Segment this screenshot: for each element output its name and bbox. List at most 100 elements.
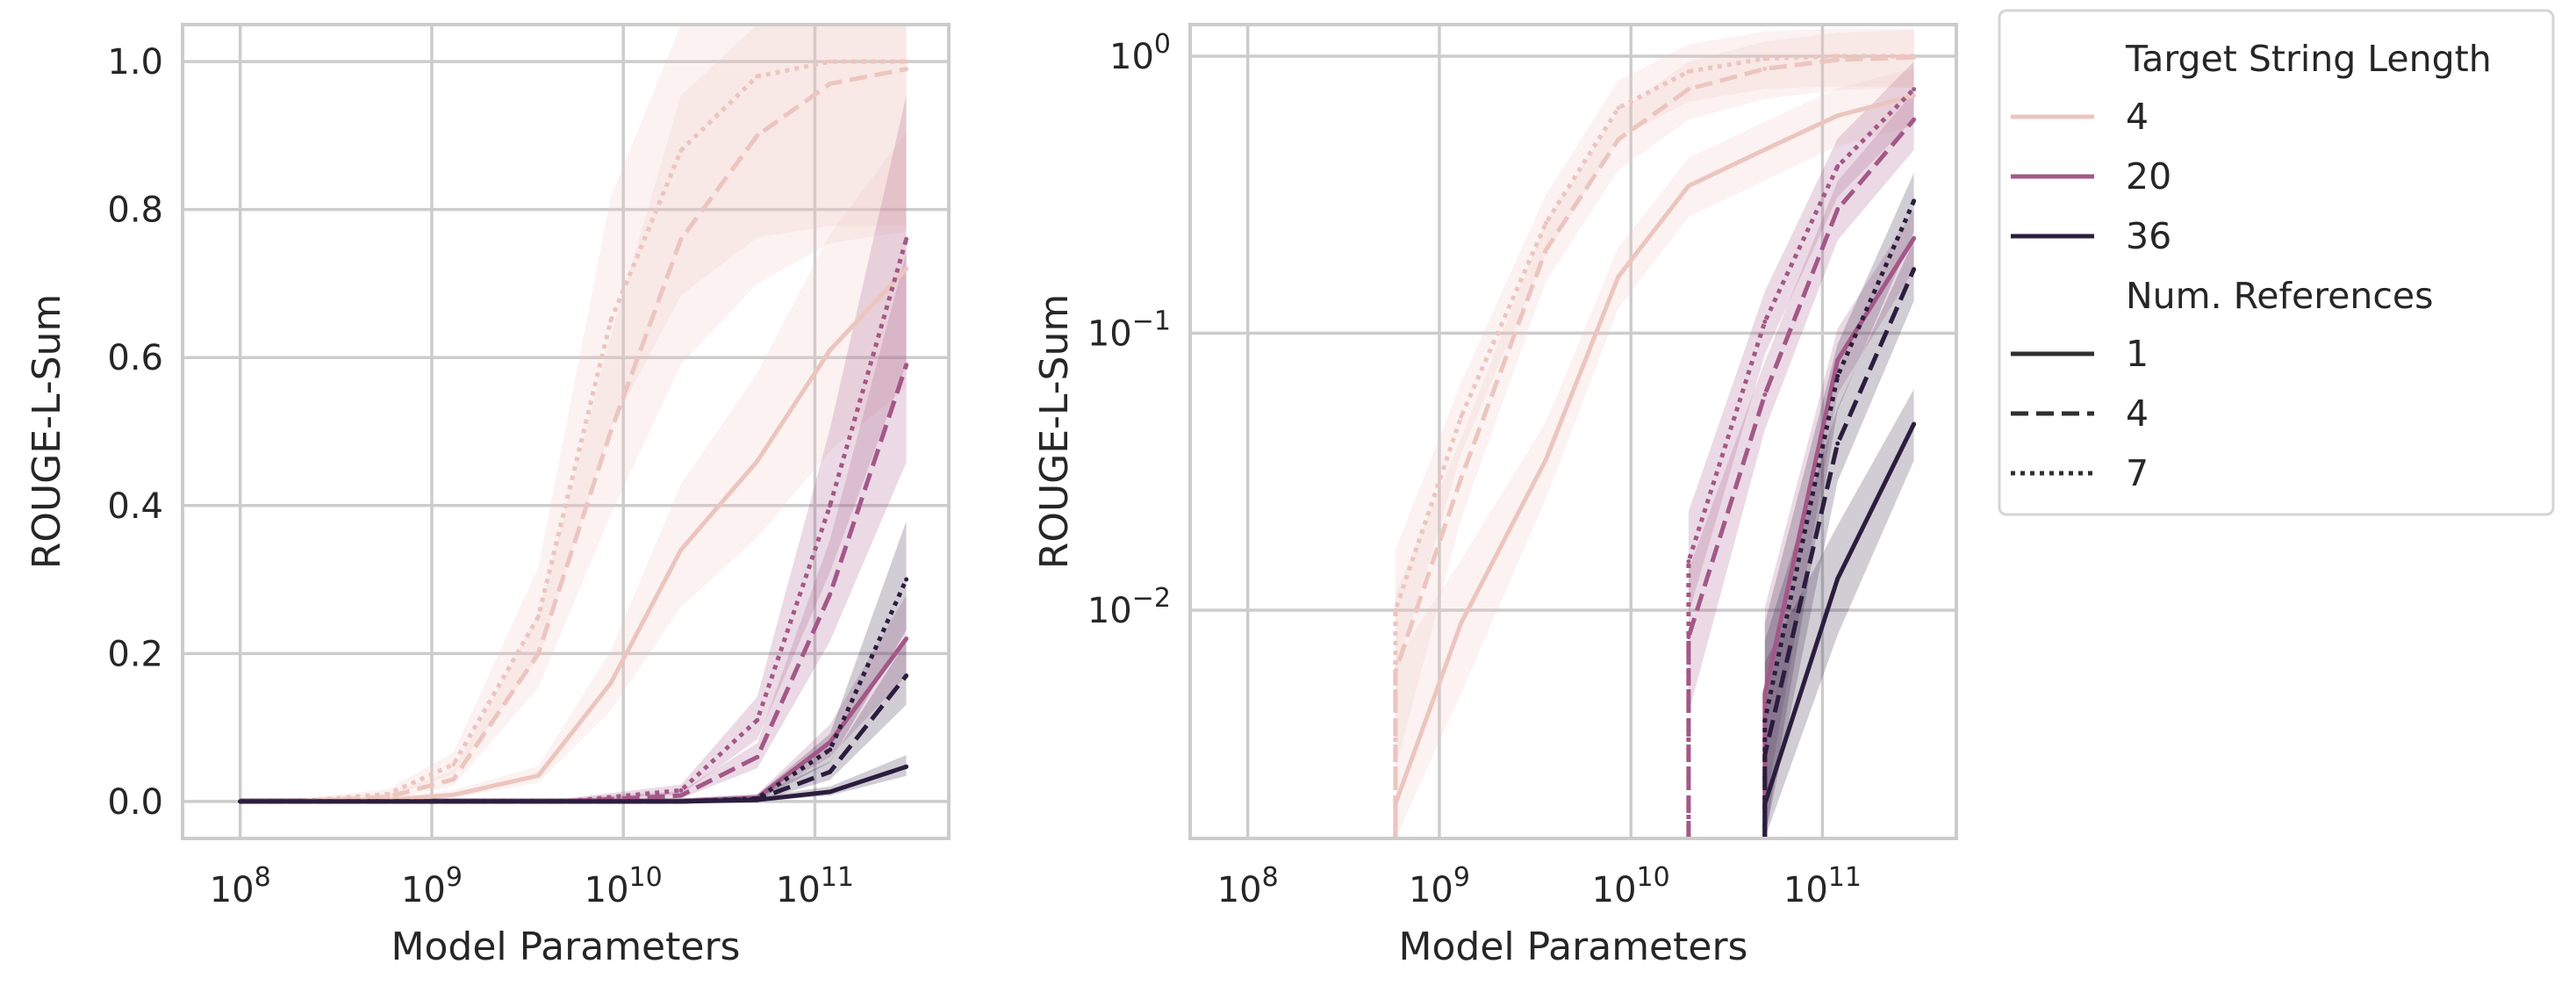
data-point xyxy=(1835,576,1841,581)
data-point xyxy=(451,792,456,797)
legend-label-refs-7: 7 xyxy=(2126,452,2149,494)
data-point xyxy=(1835,441,1841,446)
data-point xyxy=(608,680,614,686)
data-point xyxy=(1912,267,1917,272)
data-point xyxy=(755,74,760,79)
y-tick-label: 0.4 xyxy=(107,486,163,527)
data-point xyxy=(1762,718,1768,723)
x-tick-label: 108 xyxy=(1217,862,1279,910)
data-point xyxy=(1762,691,1768,696)
data-point xyxy=(904,577,909,582)
y-tick-label: 10−2 xyxy=(1087,583,1171,631)
confidence-band-len20-refs1 xyxy=(1764,209,1914,810)
legend-label-refs-1: 1 xyxy=(2126,333,2149,375)
data-point xyxy=(1835,357,1841,363)
legend-hue-title: Target String Length xyxy=(2125,38,2492,80)
data-point xyxy=(678,793,684,798)
data-point xyxy=(828,769,833,774)
x-tick-base: 10 xyxy=(210,870,255,910)
plot-frame xyxy=(181,23,951,840)
y-tick-label: 0.8 xyxy=(107,191,163,231)
confidence-bands xyxy=(1395,28,1914,839)
data-point xyxy=(1543,248,1548,252)
data-point xyxy=(1616,274,1621,279)
data-point xyxy=(535,614,541,619)
confidence-band-len20-refs7 xyxy=(1688,61,1914,615)
data-point xyxy=(828,747,833,752)
data-point xyxy=(608,318,614,323)
data-point xyxy=(1912,93,1917,98)
legend: Target String Length 4 20 36 Num. Refere… xyxy=(1998,9,2555,516)
data-point xyxy=(238,799,243,804)
legend-label-refs-4: 4 xyxy=(2126,392,2149,435)
data-point xyxy=(385,791,391,796)
data-point xyxy=(828,81,833,86)
confidence-band-len4-refs4 xyxy=(240,25,907,802)
data-point xyxy=(678,799,684,804)
data-point xyxy=(1459,414,1464,419)
x-tick-base: 10 xyxy=(1783,870,1828,910)
data-point xyxy=(904,236,909,241)
data-point xyxy=(755,717,760,723)
data-point xyxy=(1686,559,1691,564)
data-point xyxy=(1912,421,1917,427)
data-point xyxy=(1762,392,1768,397)
data-point xyxy=(1835,206,1841,212)
legend-style-title: Num. References xyxy=(2126,275,2433,317)
data-point xyxy=(904,363,909,368)
data-point xyxy=(1762,319,1768,324)
data-point xyxy=(1459,476,1464,480)
y-tick-label: 10−1 xyxy=(1087,306,1171,354)
y-tick-label: 100 xyxy=(1109,29,1171,77)
x-tick-label: 1010 xyxy=(1592,862,1670,910)
x-tick-exponent: 10 xyxy=(629,862,663,893)
data-point xyxy=(755,754,760,759)
data-point xyxy=(608,429,614,434)
y-tick-base: 10 xyxy=(1109,37,1154,77)
x-tick-label: 1011 xyxy=(776,862,854,910)
confidence-band-len4-refs1 xyxy=(1395,68,1914,839)
series-lines xyxy=(238,59,909,804)
data-point xyxy=(678,236,684,241)
x-tick-base: 10 xyxy=(1409,870,1453,910)
x-tick-exponent: 8 xyxy=(1262,862,1279,893)
confidence-band-len4-refs1 xyxy=(240,133,907,802)
data-point xyxy=(535,651,541,656)
legend-label-length-36: 36 xyxy=(2126,215,2171,257)
series-line-len36-refs7 xyxy=(240,578,908,804)
data-point xyxy=(1686,183,1691,189)
x-tick-label: 108 xyxy=(210,862,271,910)
y-tick-exponent: 0 xyxy=(1154,29,1171,60)
data-point xyxy=(451,762,456,767)
x-axis-label: Model Parameters xyxy=(1399,924,1748,969)
data-point xyxy=(904,59,909,64)
data-point xyxy=(1835,373,1841,378)
data-point xyxy=(1616,137,1621,142)
confidence-band-len20-refs4 xyxy=(1688,91,1914,714)
x-tick-exponent: 9 xyxy=(446,862,463,893)
data-point xyxy=(1835,54,1841,59)
x-tick-label: 109 xyxy=(401,862,463,910)
x-tick-exponent: 11 xyxy=(1828,862,1862,893)
y-tick-base: 10 xyxy=(1087,591,1132,631)
data-point xyxy=(1543,457,1548,462)
data-point xyxy=(678,147,684,153)
data-point xyxy=(1912,54,1917,59)
confidence-band-len4-refs7 xyxy=(1395,28,1914,676)
y-axis-label: ROUGE-L-Sum xyxy=(1032,294,1077,569)
plot-frame xyxy=(1188,23,1958,840)
legend-label-length-4: 4 xyxy=(2126,96,2149,138)
data-point xyxy=(1686,635,1691,640)
data-point xyxy=(1762,752,1768,758)
data-point xyxy=(904,637,909,641)
data-point xyxy=(828,59,833,64)
series-line-len4-refs7 xyxy=(240,59,907,804)
data-point xyxy=(1393,608,1398,613)
data-point xyxy=(1762,66,1768,71)
x-tick-exponent: 11 xyxy=(821,862,854,893)
data-point xyxy=(1912,87,1917,92)
y-tick-exponent: −2 xyxy=(1132,583,1171,614)
